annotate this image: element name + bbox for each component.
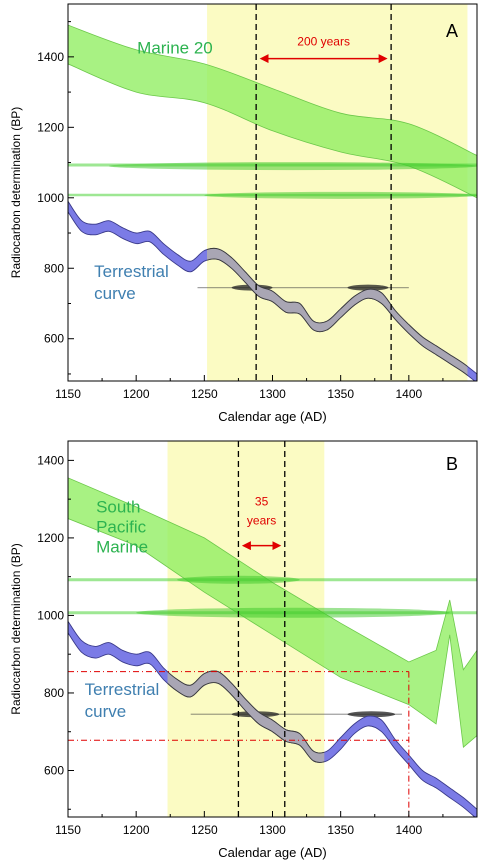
panel-b-annotation-label-2: years: [247, 514, 276, 528]
panel-b-terrestrial-label-2: curve: [85, 702, 127, 721]
panel-a-probability-blob-4: [347, 284, 389, 291]
panel-b-plot-area: 35 years: [68, 441, 477, 817]
panel-a-terrestrial-overlap-band: [207, 247, 468, 376]
panel-a-xtick-label-1150: 1150: [55, 387, 81, 401]
panel-b-y-axis-label: Radiocarbon determination (BP): [9, 543, 23, 714]
panel-a-ytick-label-600: 600: [44, 332, 64, 346]
panel-a-x-axis-label: Calendar age (AD): [218, 409, 326, 424]
panel-a-marine-band: [68, 24, 477, 199]
panel-b-probability-blob-4: [347, 711, 396, 718]
panel-a-plot-area: 200 years: [68, 4, 477, 381]
panel-a-xtick-label-1300: 1300: [259, 387, 286, 401]
panel-b-terrestrial-label-1: Terrestrial: [85, 680, 160, 699]
panel-b-xtick-label-1250: 1250: [191, 823, 218, 837]
panel-b-terrestrial-overlap-band: [167, 670, 325, 763]
panel-b-marine-label-1: South: [96, 498, 140, 517]
panel-b-xtick-label-1350: 1350: [327, 823, 354, 837]
panel-a-xtick-label-1350: 1350: [327, 387, 354, 401]
panel-b-annotation-label-1: 35: [255, 495, 269, 509]
panel-a: 200 years Marine 20 Terrestrial curve 1150 12…: [9, 3, 478, 424]
panel-a-ytick-label-800: 800: [44, 261, 64, 275]
panel-b-x-axis-label: Calendar age (AD): [218, 845, 326, 860]
panel-a-xtick-label-1250: 1250: [191, 387, 218, 401]
panel-a-terrestrial-band: [68, 200, 477, 381]
panel-b-probability-blob-2: [136, 607, 450, 618]
panel-b-ytick-label-800: 800: [44, 686, 64, 700]
panel-b-ytick-label-600: 600: [44, 763, 64, 777]
panel-b-ytick-label-1200: 1200: [37, 531, 64, 545]
panel-b-xtick-label-1200: 1200: [123, 823, 150, 837]
panel-b-panel-letter: B: [446, 454, 458, 474]
panel-a-y-axis-label: Radiocarbon determination (BP): [9, 107, 23, 278]
panel-a-annotation-label-1: 200 years: [297, 35, 350, 49]
panel-a-ytick-label-1000: 1000: [37, 191, 64, 205]
panel-b-marine-label-2: Pacific: [96, 518, 147, 537]
panel-b-probability-blob-1: [177, 575, 300, 584]
panel-b-xtick-label-1300: 1300: [259, 823, 286, 837]
panel-b-xtick-label-1150: 1150: [55, 823, 81, 837]
panel-a-panel-letter: A: [446, 21, 458, 41]
panel-b-xtick-label-1400: 1400: [395, 823, 422, 837]
panel-b-marine-label-3: Marine: [96, 538, 148, 557]
panel-b-ytick-label-1400: 1400: [37, 453, 64, 467]
panel-a-marine-label-1: Marine 20: [137, 38, 213, 57]
panel-a-xtick-label-1200: 1200: [123, 387, 150, 401]
panel-a-ytick-label-1200: 1200: [37, 120, 64, 134]
panel-a-xtick-label-1400: 1400: [395, 387, 422, 401]
panel-a-terrestrial-label-1: Terrestrial: [94, 262, 169, 281]
panel-a-probability-blob-2: [204, 191, 477, 199]
panel-b-ytick-label-1000: 1000: [37, 608, 64, 622]
panel-a-probability-blob-1: [108, 162, 477, 171]
panel-a-ytick-label-1400: 1400: [37, 50, 64, 64]
panel-a-terrestrial-label-2: curve: [94, 284, 136, 303]
